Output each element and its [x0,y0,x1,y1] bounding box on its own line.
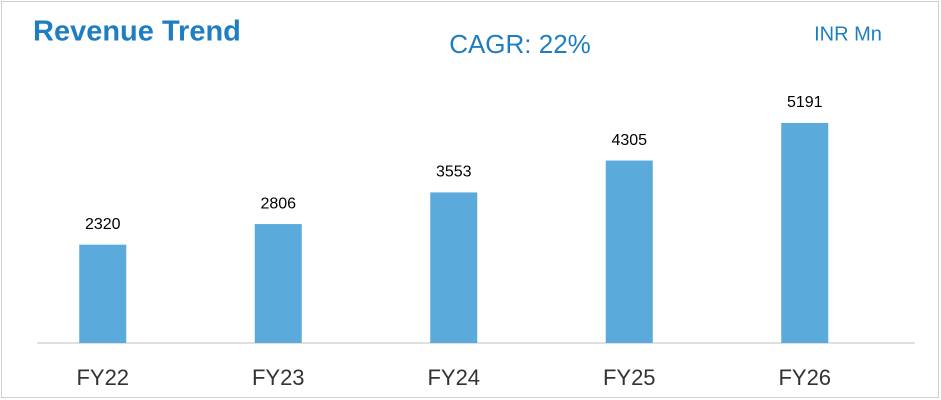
bar [254,224,302,343]
unit-label: INR Mn [814,23,882,45]
data-label: 2320 [85,216,121,233]
bar [430,192,478,343]
data-label: 5191 [787,94,823,111]
data-label: 4305 [611,132,647,149]
bar [79,244,127,343]
x-tick-label: FY25 [603,365,656,390]
bar [781,123,829,343]
x-tick-label: FY22 [76,365,129,390]
x-tick-label: FY26 [778,365,831,390]
x-tick-label: FY23 [252,365,305,390]
data-label: 3553 [436,164,472,181]
data-label: 2806 [260,195,296,212]
bar [605,160,653,343]
x-tick-label: FY24 [427,365,480,390]
chart-subtitle: CAGR: 22% [449,29,591,59]
chart-title: Revenue Trend [33,16,241,48]
